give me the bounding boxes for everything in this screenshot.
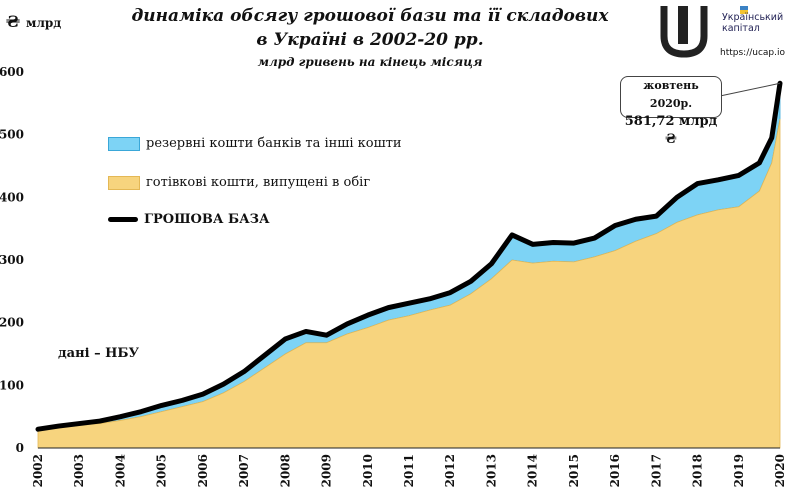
x-tick-label: 2013 (484, 454, 498, 487)
legend-item-reserves: резервні кошти банків та інші кошти (108, 136, 402, 151)
y-tick-label: 600 (0, 65, 24, 79)
y-tick-label: 100 (0, 378, 24, 392)
unit-text: млрд (26, 16, 62, 30)
x-tick-label: 2020 (773, 454, 787, 487)
x-tick-label: 2005 (155, 454, 169, 487)
x-tick-label: 2007 (237, 454, 251, 487)
x-tick-label: 2014 (526, 454, 540, 487)
currency-symbol: ₴ (6, 12, 21, 31)
x-tick-label: 2018 (691, 454, 705, 487)
legend-swatch-reserves (108, 136, 140, 151)
x-tick-label: 2011 (402, 454, 416, 487)
y-tick-label: 400 (0, 190, 24, 204)
y-tick-label: 0 (16, 441, 24, 455)
line-monetary-base (35, 80, 783, 432)
y-tick-label: 200 (0, 316, 24, 330)
legend-label-base: ГРОШОВА БАЗА (144, 212, 270, 227)
legend-label-reserves: резервні кошти банків та інші кошти (146, 136, 402, 151)
x-tick-label: 2003 (72, 454, 86, 487)
x-tick-label: 2016 (608, 454, 622, 487)
legend-swatch-cash (108, 175, 140, 190)
logo-text: Український капітал (722, 12, 783, 34)
x-tick-label: 2017 (649, 454, 663, 487)
logo-line1: Український (722, 12, 784, 23)
chart-title: динаміка обсягу грошової бази та її скла… (131, 6, 609, 26)
x-tick-label: 2015 (567, 454, 581, 487)
x-tick-label: 2008 (278, 454, 292, 487)
x-tick-label: 2010 (361, 454, 375, 487)
legend-item-base: ГРОШОВА БАЗА (108, 212, 270, 227)
x-tick-label: 2006 (196, 454, 210, 487)
value-callout: жовтень 2020р. 581,72 млрд ₴ (620, 76, 722, 147)
area-cash (37, 118, 781, 449)
logo-line2: капітал (722, 23, 760, 34)
logo-url: https://ucap.io (720, 48, 786, 58)
x-tick-label: 2012 (443, 454, 457, 487)
x-tick-label: 2009 (320, 454, 334, 487)
source-note: дані – НБУ (58, 346, 140, 361)
chart-title-line2: в Україні в 2002-20 рр. (256, 30, 484, 50)
x-tick-label: 2002 (31, 454, 45, 487)
x-tick-label: 2004 (113, 454, 127, 487)
legend-label-cash: готівкові кошти, випущені в обіг (146, 175, 371, 190)
unit-label: ₴ млрд (6, 12, 61, 31)
callout-pointer (719, 82, 781, 97)
chart-subtitle: млрд гривень на кінець місяця (257, 55, 483, 69)
ucap-logo-icon (660, 6, 748, 58)
x-tick-label: 2019 (732, 454, 746, 487)
legend-item-cash: готівкові кошти, випущені в обіг (108, 175, 370, 190)
callout-value: 581,72 млрд ₴ (624, 114, 718, 147)
legend-line-base (108, 217, 138, 222)
y-tick-label: 500 (0, 128, 24, 142)
y-tick-label: 300 (0, 253, 24, 267)
callout-date: жовтень 2020р. (643, 79, 699, 110)
